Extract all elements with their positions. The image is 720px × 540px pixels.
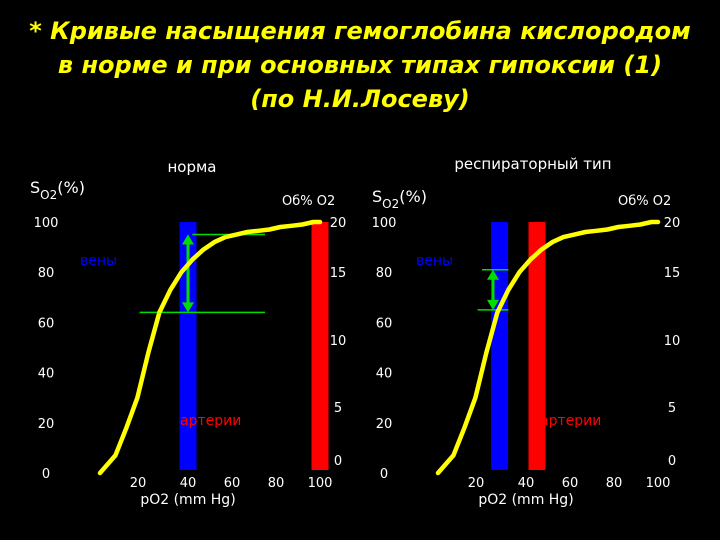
chart2-y-tick-80: 80 xyxy=(376,266,393,281)
chart2-x-tick-60: 60 xyxy=(562,476,579,491)
chart2-y2-tick-10: 10 xyxy=(664,334,681,349)
slide-title: * Кривые насыщения гемоглобина кислородо… xyxy=(0,14,720,116)
chart1-y2-tick-20: 20 xyxy=(330,216,347,231)
chart1-x-tick-20: 20 xyxy=(130,476,147,491)
chart1-y-axis-label: SO2(%) xyxy=(30,178,85,202)
chart2-y2-tick-0: 0 xyxy=(668,454,676,469)
chart2-y2-axis-label: Об% O2 xyxy=(618,194,671,209)
chart2-y2-tick-5: 5 xyxy=(668,401,676,416)
chart2-x-tick-80: 80 xyxy=(606,476,623,491)
chart1-y-tick-0: 0 xyxy=(42,467,50,482)
chart2-x-axis-label: pO2 (mm Hg) xyxy=(478,492,573,508)
chart2-y-tick-60: 60 xyxy=(376,316,393,331)
chart1-av-arrow-head-down xyxy=(182,302,194,313)
chart2-vein-label: вены xyxy=(416,253,453,269)
chart1-y2-tick-10: 10 xyxy=(330,334,347,349)
chart1-x-tick-60: 60 xyxy=(224,476,241,491)
chart1-artery-bar xyxy=(311,222,329,470)
title-line-3: (по Н.И.Лосеву) xyxy=(250,85,470,113)
chart2-artery-bar xyxy=(528,222,546,470)
chart1-y-tick-20: 20 xyxy=(38,417,55,432)
chart2-y2-tick-20: 20 xyxy=(664,216,681,231)
chart2-title: респираторный тип xyxy=(454,155,611,173)
chart2-x-tick-40: 40 xyxy=(518,476,535,491)
chart1-y-tick-40: 40 xyxy=(38,367,55,382)
chart2-x-tick-100: 100 xyxy=(646,476,671,491)
chart1-x-tick-80: 80 xyxy=(268,476,285,491)
title-line-2: в норме и при основных типах гипоксии (1… xyxy=(57,51,663,79)
chart2-y-tick-0: 0 xyxy=(380,467,388,482)
chart1-artery-label: артерии xyxy=(180,413,241,429)
chart1-y-tick-80: 80 xyxy=(38,266,55,281)
chart2-y-tick-40: 40 xyxy=(376,367,393,382)
chart1-vein-label: вены xyxy=(80,253,117,269)
chart2-saturation-curve xyxy=(435,219,661,476)
chart1-y2-tick-0: 0 xyxy=(334,454,342,469)
chart1-x-axis-label: pO2 (mm Hg) xyxy=(140,492,235,508)
chart1-vein-bar xyxy=(179,222,197,470)
chart2-vein-bar xyxy=(491,222,509,470)
chart1-y-tick-60: 60 xyxy=(38,316,55,331)
chart1-x-tick-40: 40 xyxy=(180,476,197,491)
chart2-x-tick-20: 20 xyxy=(468,476,485,491)
title-line-1: * Кривые насыщения гемоглобина кислородо… xyxy=(29,17,691,45)
chart2-artery-label: артерии xyxy=(540,413,601,429)
chart1-y2-axis-label: Об% O2 xyxy=(282,194,335,209)
chart1-av-arrow-head-up xyxy=(182,234,194,245)
chart2-y2-tick-15: 15 xyxy=(664,266,681,281)
chart2-av-arrow-head-down xyxy=(487,299,499,310)
chart1-y2-tick-5: 5 xyxy=(334,401,342,416)
chart2-y-axis-label: SO2(%) xyxy=(372,187,427,211)
chart1-x-tick-100: 100 xyxy=(308,476,333,491)
chart2-av-arrow-head-up xyxy=(487,269,499,280)
chart1-title: норма xyxy=(167,158,216,176)
chart1-y-tick-100: 100 xyxy=(34,216,59,231)
chart2-y-tick-100: 100 xyxy=(372,216,397,231)
chart1-y2-tick-15: 15 xyxy=(330,266,347,281)
chart2-y-tick-20: 20 xyxy=(376,417,393,432)
chart1-saturation-curve xyxy=(97,219,323,476)
